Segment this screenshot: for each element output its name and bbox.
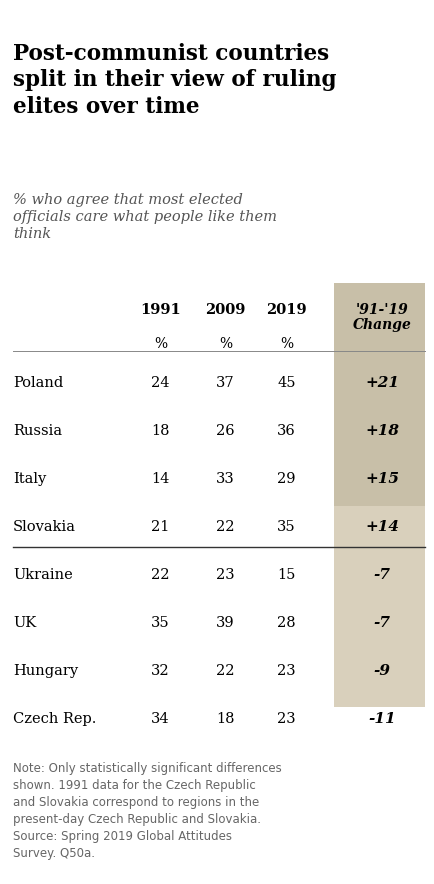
Text: 18: 18: [217, 712, 235, 726]
Text: %: %: [280, 337, 293, 351]
Text: 32: 32: [151, 664, 170, 678]
Text: Italy: Italy: [13, 472, 46, 486]
Bar: [334, 507, 425, 707]
Text: 22: 22: [217, 520, 235, 534]
Text: %: %: [154, 337, 167, 351]
Text: +15: +15: [365, 472, 399, 486]
Text: 24: 24: [151, 376, 170, 390]
Text: % who agree that most elected
officials care what people like them
think: % who agree that most elected officials …: [13, 193, 277, 241]
Text: 29: 29: [277, 472, 296, 486]
Text: 33: 33: [216, 472, 235, 486]
Text: Note: Only statistically significant differences
shown. 1991 data for the Czech : Note: Only statistically significant dif…: [13, 762, 282, 860]
Text: +21: +21: [365, 376, 399, 390]
Text: 34: 34: [151, 712, 170, 726]
Text: 18: 18: [151, 424, 170, 438]
Text: 39: 39: [217, 616, 235, 629]
Text: +18: +18: [365, 424, 399, 438]
Text: 2019: 2019: [266, 302, 307, 316]
Text: Poland: Poland: [13, 376, 63, 390]
Text: 35: 35: [277, 520, 296, 534]
Text: -7: -7: [373, 616, 391, 629]
Text: 26: 26: [217, 424, 235, 438]
Text: 2009: 2009: [205, 302, 246, 316]
Text: Russia: Russia: [13, 424, 62, 438]
Text: +14: +14: [365, 520, 399, 534]
Text: UK: UK: [13, 616, 36, 629]
Text: 35: 35: [151, 616, 170, 629]
Text: 22: 22: [151, 568, 170, 582]
Text: 37: 37: [217, 376, 235, 390]
Text: 14: 14: [151, 472, 170, 486]
Text: 28: 28: [277, 616, 296, 629]
Text: 15: 15: [277, 568, 296, 582]
Text: 23: 23: [277, 712, 296, 726]
Text: Czech Rep.: Czech Rep.: [13, 712, 96, 726]
Bar: [334, 284, 425, 507]
Text: Hungary: Hungary: [13, 664, 78, 678]
Text: '91-'19
Change: '91-'19 Change: [352, 302, 411, 332]
Text: 22: 22: [217, 664, 235, 678]
Text: 1991: 1991: [140, 302, 181, 316]
Text: -7: -7: [373, 568, 391, 582]
Text: Slovakia: Slovakia: [13, 520, 76, 534]
Text: %: %: [219, 337, 232, 351]
Text: 45: 45: [277, 376, 296, 390]
Text: 23: 23: [217, 568, 235, 582]
Text: 36: 36: [277, 424, 296, 438]
Text: 21: 21: [151, 520, 170, 534]
Text: 23: 23: [277, 664, 296, 678]
Text: -9: -9: [373, 664, 391, 678]
Text: Ukraine: Ukraine: [13, 568, 73, 582]
Text: -11: -11: [368, 712, 396, 726]
Text: Post-communist countries
split in their view of ruling
elites over time: Post-communist countries split in their …: [13, 43, 336, 118]
